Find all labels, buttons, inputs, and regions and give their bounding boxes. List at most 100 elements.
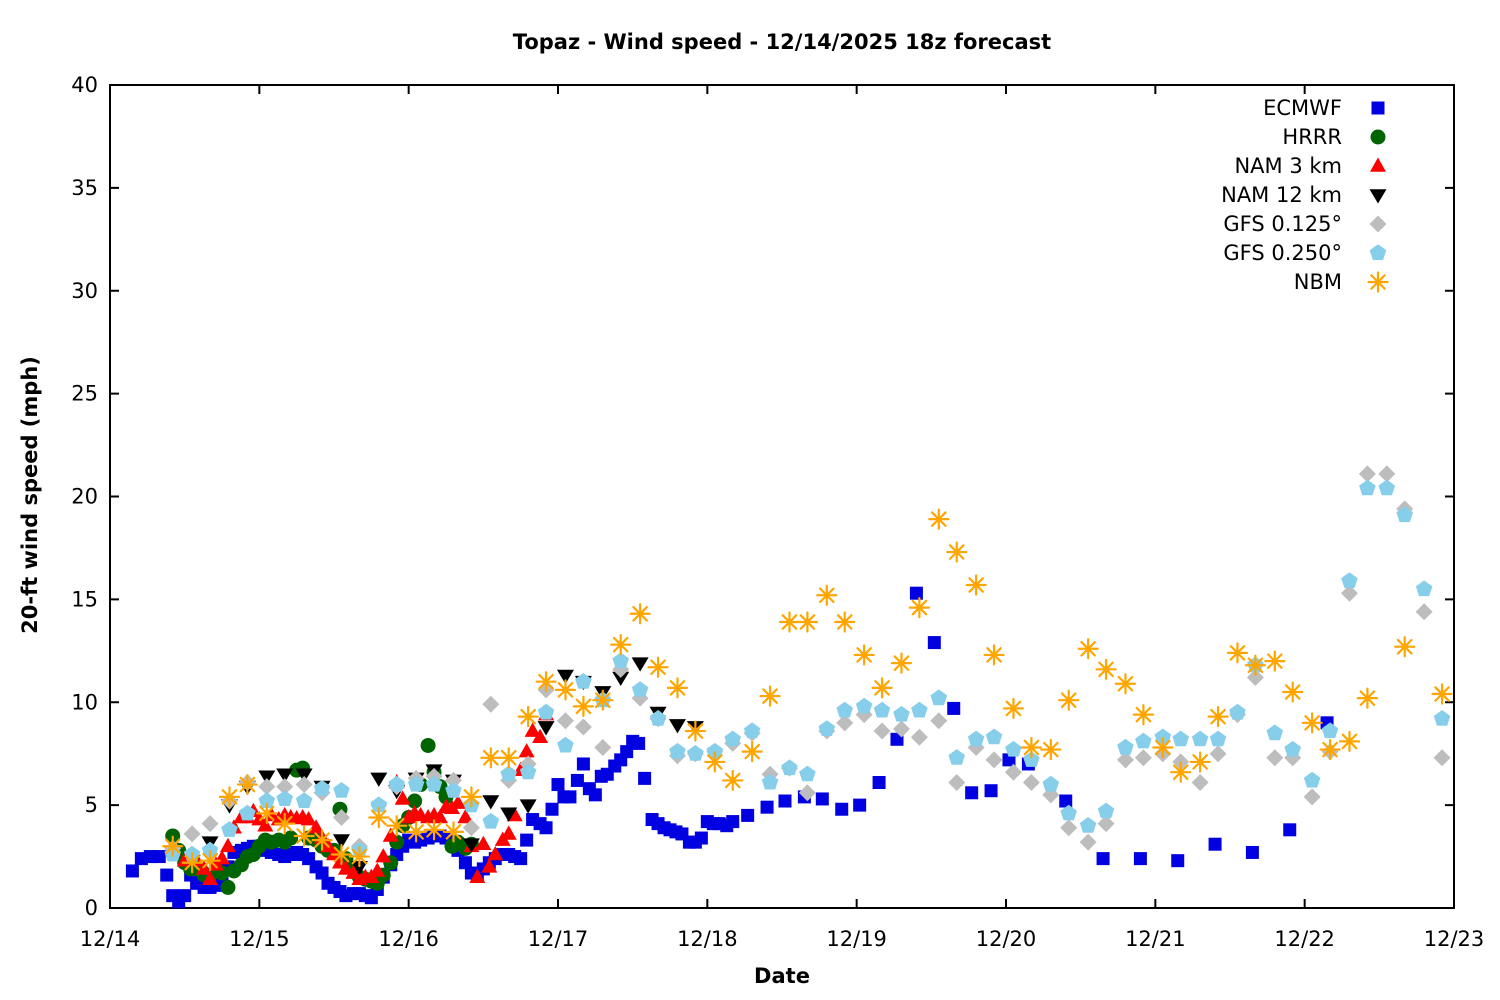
y-tick-label: 0 (85, 896, 98, 920)
data-point (741, 808, 755, 822)
legend-label: GFS 0.250° (1223, 241, 1342, 265)
data-point (236, 773, 258, 796)
data-point (1303, 788, 1321, 806)
data-point (834, 611, 856, 633)
data-point (462, 819, 480, 837)
hrrr-legend-marker (1370, 129, 1386, 145)
x-tick-label: 12/16 (378, 927, 439, 951)
data-point (276, 790, 293, 806)
data-point (498, 747, 520, 769)
data-point (910, 728, 928, 746)
data-point (1246, 669, 1264, 687)
data-point (853, 798, 867, 812)
data-point (1208, 837, 1222, 851)
data-point (1079, 817, 1097, 833)
data-point (1371, 101, 1385, 115)
data-point (388, 775, 405, 792)
data-point (588, 788, 602, 802)
data-point (1152, 736, 1174, 759)
data-point (315, 866, 329, 880)
data-point (778, 794, 792, 808)
data-point (554, 679, 577, 701)
data-point (348, 845, 370, 868)
data-point (815, 792, 829, 806)
data-point (741, 741, 763, 763)
gfs-0-250--legend-marker (1369, 244, 1387, 260)
data-point (1245, 845, 1259, 859)
data-point (557, 736, 574, 753)
data-point (202, 870, 219, 885)
data-point (1095, 658, 1117, 680)
data-point (481, 858, 498, 873)
data-point (947, 701, 961, 715)
data-point (610, 634, 632, 656)
data-point (519, 799, 537, 814)
data-point (836, 714, 854, 732)
x-tick-label: 12/23 (1424, 927, 1485, 951)
data-point (1134, 749, 1152, 767)
data-point (1097, 815, 1115, 833)
data-point (572, 695, 594, 717)
data-point (620, 745, 634, 759)
data-point (444, 771, 462, 789)
data-point (1266, 749, 1284, 767)
data-point (183, 825, 201, 843)
data-point (694, 831, 708, 845)
data-point (432, 808, 449, 824)
data-point (983, 644, 1005, 666)
data-point (761, 773, 779, 790)
data-point (1369, 215, 1387, 233)
data-point (394, 790, 411, 805)
data-point (1226, 642, 1249, 664)
data-point (220, 879, 236, 895)
data-point (892, 720, 910, 738)
data-point (152, 850, 166, 864)
data-point (332, 808, 350, 826)
x-tick-label: 12/20 (976, 927, 1037, 951)
data-point (563, 790, 577, 804)
data-point (575, 673, 592, 689)
data-point (178, 889, 192, 903)
data-point (332, 834, 350, 849)
data-point (1396, 506, 1413, 523)
data-point (532, 728, 549, 744)
data-point (382, 827, 399, 842)
data-point (836, 701, 853, 718)
data-point (799, 765, 816, 782)
data-point (726, 815, 740, 829)
data-point (517, 706, 539, 728)
data-point (1356, 687, 1378, 709)
data-point (1002, 753, 1016, 767)
data-point (369, 862, 386, 877)
data-point (629, 603, 651, 625)
data-point (818, 720, 836, 736)
data-point (1117, 738, 1134, 755)
data-point (1171, 854, 1185, 868)
data-point (199, 850, 221, 872)
data-point (1340, 584, 1358, 602)
data-point (1023, 751, 1040, 767)
y-tick-label: 35 (71, 176, 98, 200)
x-tick-label: 12/15 (229, 927, 290, 951)
data-point (283, 830, 299, 846)
data-point (638, 771, 652, 785)
data-point (295, 792, 313, 808)
data-point (649, 710, 667, 726)
data-point (948, 749, 965, 765)
data-point (457, 808, 474, 824)
data-point (125, 864, 139, 878)
legend-label: GFS 0.125° (1223, 212, 1342, 236)
data-point (796, 611, 818, 633)
data-point (631, 681, 649, 697)
data-point (612, 671, 630, 687)
series-gfs-0-250- (164, 479, 1451, 862)
data-point (835, 802, 849, 816)
data-point (576, 757, 590, 771)
data-point (1133, 852, 1147, 866)
data-point (407, 793, 423, 809)
data-point (855, 697, 873, 714)
data-point (458, 856, 472, 870)
data-point (420, 737, 436, 753)
data-point (480, 747, 502, 769)
